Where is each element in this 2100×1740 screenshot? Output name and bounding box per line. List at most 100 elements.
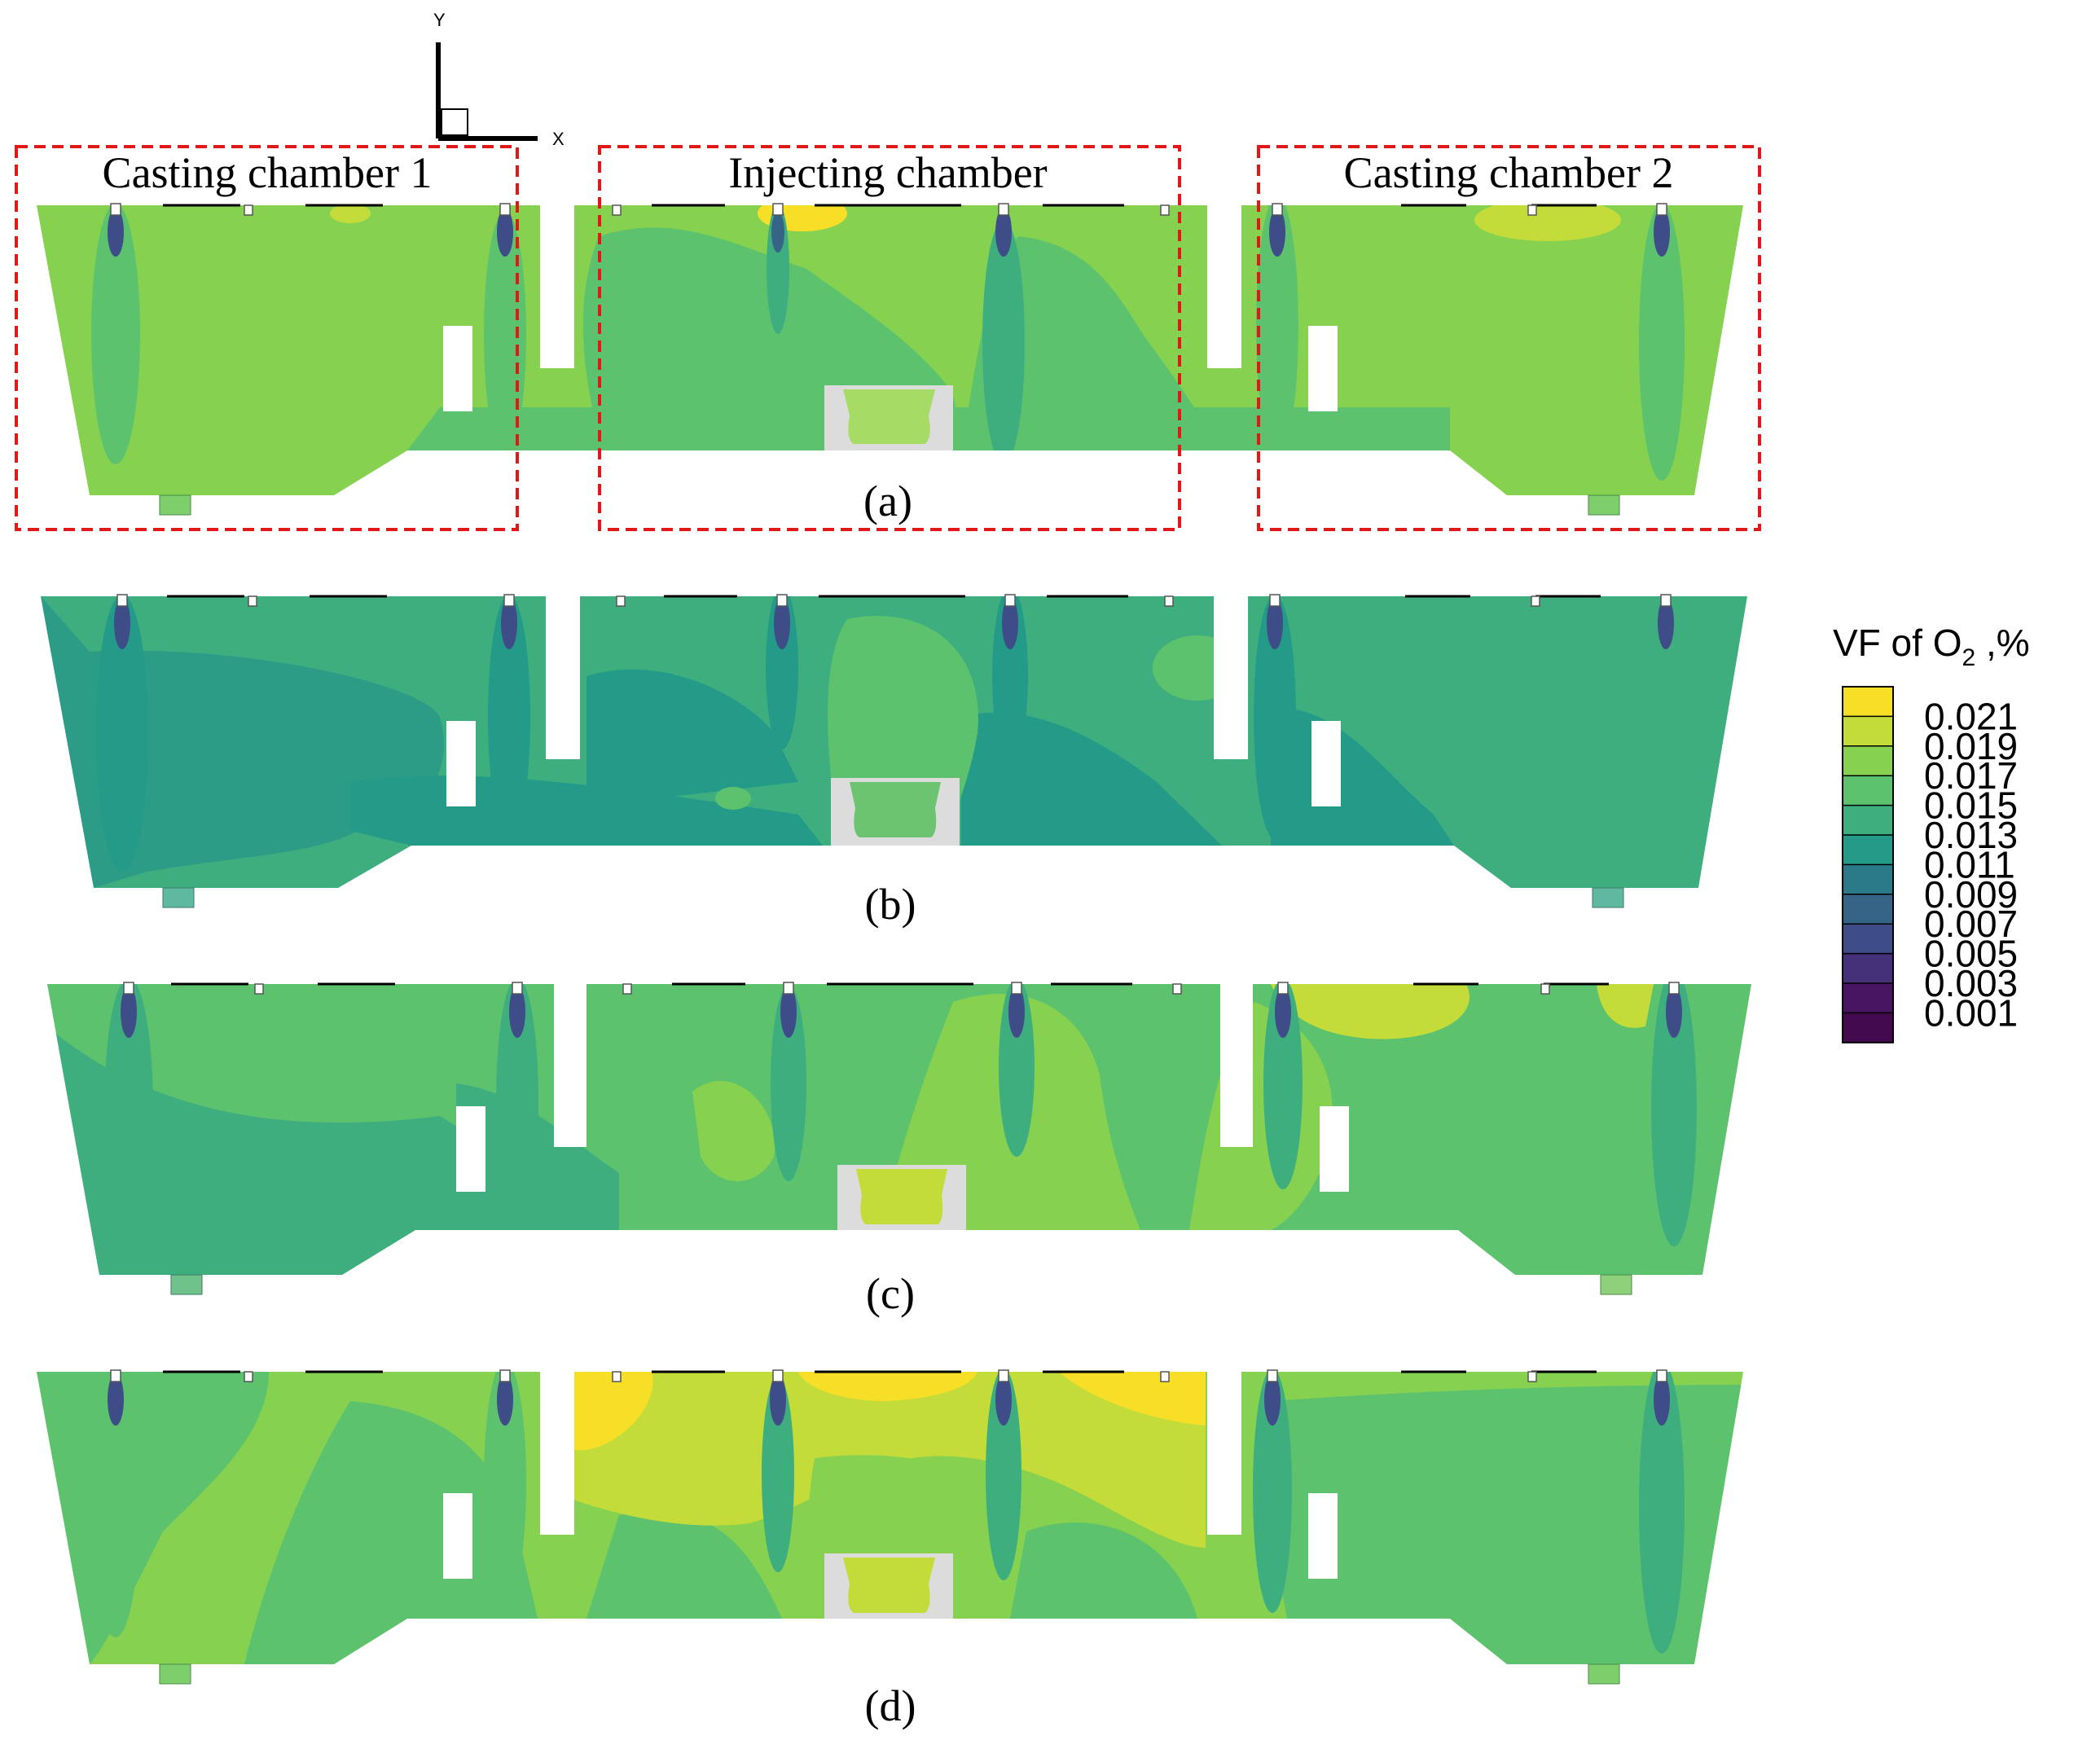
- inlet-flow: [850, 782, 941, 837]
- nozzle-plume: [104, 984, 153, 1238]
- outlet-nozzle: [1588, 494, 1620, 516]
- legend-level-label: 0.001: [1924, 991, 2018, 1034]
- legend-swatch: [1843, 983, 1893, 1013]
- panel-d-zone: [1059, 1372, 1206, 1426]
- panel-d-zone: [1267, 1385, 1743, 1664]
- legend-level-label: 0.003: [1924, 962, 2018, 1004]
- outlet-nozzle: [1600, 1274, 1632, 1295]
- legend-level-label: 0.019: [1924, 725, 2018, 767]
- nozzle-jet: [114, 597, 130, 649]
- nozzle-jet: [1654, 208, 1670, 257]
- nozzle-plume: [982, 220, 1025, 464]
- nozzle-jet: [108, 1373, 124, 1426]
- nozzle-jet: [509, 986, 525, 1038]
- label-injecting-chamber: Injecting chamber: [728, 148, 1047, 197]
- nozzle-jet: [995, 208, 1012, 257]
- panel-b-label: (b): [865, 880, 916, 929]
- nozzle-jet: [1264, 1373, 1281, 1426]
- panel-d: (d): [37, 1369, 1743, 1730]
- legend-title-prefix: VF of O: [1833, 622, 1962, 664]
- inlet-flow: [843, 389, 935, 444]
- panel-c-zone: [1271, 984, 1470, 1039]
- nozzle-plume: [96, 596, 148, 872]
- legend-swatch: [1843, 835, 1893, 865]
- nozzle-plume: [484, 1372, 526, 1605]
- top-ports: [110, 1369, 1667, 1382]
- panel-a-zone: [961, 236, 1222, 450]
- panel-c-contours: [47, 984, 1697, 1275]
- dashed-box-casting-1: [15, 145, 519, 531]
- legend-swatch: [1843, 687, 1893, 717]
- baffle-hole: [443, 1493, 472, 1579]
- baffle-hole: [443, 326, 472, 411]
- top-ports: [116, 594, 1672, 607]
- legend-level-label: 0.011: [1924, 843, 2015, 885]
- panel-b: (b): [41, 594, 1747, 929]
- nozzle-plume: [1639, 1372, 1685, 1654]
- nozzle-jet: [770, 1373, 786, 1426]
- panel-b-contours: [41, 596, 1690, 888]
- outlet-nozzle: [159, 494, 191, 516]
- panel-a-zone: [330, 205, 371, 223]
- nozzle-plume: [91, 1372, 140, 1637]
- panel-c-zone: [692, 1081, 775, 1181]
- nozzle-plume: [488, 596, 530, 839]
- panel-b-zone: [961, 712, 1222, 846]
- nozzle-jet: [1008, 986, 1025, 1038]
- dam-wall: [554, 984, 587, 1147]
- panel-b-zone: [587, 669, 798, 806]
- label-casting-chamber-2: Casting chamber 2: [1344, 148, 1674, 197]
- legend-color-bar: [1842, 686, 1894, 1044]
- legend-level-label: 0.013: [1924, 814, 2018, 856]
- nozzle-jet: [1267, 597, 1283, 649]
- nozzle-plume: [762, 1377, 794, 1572]
- top-ports: [123, 982, 1680, 995]
- panel-d-zone: [570, 1372, 653, 1450]
- panel-c-label: (c): [866, 1269, 915, 1318]
- baffle-hole: [1320, 1106, 1349, 1192]
- panel-d-zone: [244, 1401, 538, 1664]
- outlet-nozzle: [1588, 1663, 1620, 1685]
- nozzle-plume: [766, 596, 798, 749]
- nozzle-jet: [497, 1373, 513, 1426]
- legend-swatch: [1843, 745, 1893, 776]
- legend-level-label: 0.021: [1924, 695, 2018, 737]
- legend-swatch: [1843, 805, 1893, 836]
- legend-level-label: 0.009: [1924, 873, 2018, 916]
- legend-swatch: [1843, 776, 1893, 806]
- legend-swatch: [1843, 864, 1893, 895]
- nozzle-plume: [91, 205, 140, 464]
- legend-level-label: 0.007: [1924, 903, 2018, 945]
- nozzle-jet: [497, 208, 513, 257]
- nozzle-jet: [780, 986, 797, 1038]
- nozzle-jet: [1002, 597, 1018, 649]
- baffle-hole: [1311, 721, 1341, 806]
- nozzle-plume: [1641, 596, 1690, 872]
- nozzle-jet: [1654, 1373, 1670, 1426]
- legend-title-suffix: ,%: [1975, 622, 2029, 664]
- baffle-hole: [1308, 1493, 1338, 1579]
- nozzle-jet: [771, 212, 784, 253]
- legend-level-label: 0.015: [1924, 784, 2018, 827]
- nozzle-plume: [496, 984, 538, 1222]
- panel-d-zone: [1010, 1522, 1197, 1619]
- nozzle-jet: [501, 597, 517, 649]
- panel-d-zone: [798, 1372, 978, 1401]
- label-casting-chamber-1: Casting chamber 1: [103, 148, 433, 197]
- inlet-flow: [843, 1558, 935, 1613]
- nozzle-jet: [1275, 986, 1291, 1038]
- dam-wall: [540, 1372, 574, 1535]
- nozzle-plume: [992, 596, 1028, 766]
- nozzle-plume: [1651, 984, 1697, 1246]
- legend-swatch: [1843, 894, 1893, 925]
- nozzle-jet: [108, 208, 124, 257]
- panel-c: (c): [47, 982, 1751, 1318]
- dam-wall: [546, 596, 580, 759]
- legend-title: VF of O2 ,%: [1833, 622, 2030, 671]
- nozzle-plume: [1256, 205, 1298, 456]
- legend-swatch: [1843, 716, 1893, 747]
- panel-d-label: (d): [865, 1681, 916, 1730]
- dam-wall: [540, 205, 574, 368]
- legend-level-label: 0.017: [1924, 754, 2018, 797]
